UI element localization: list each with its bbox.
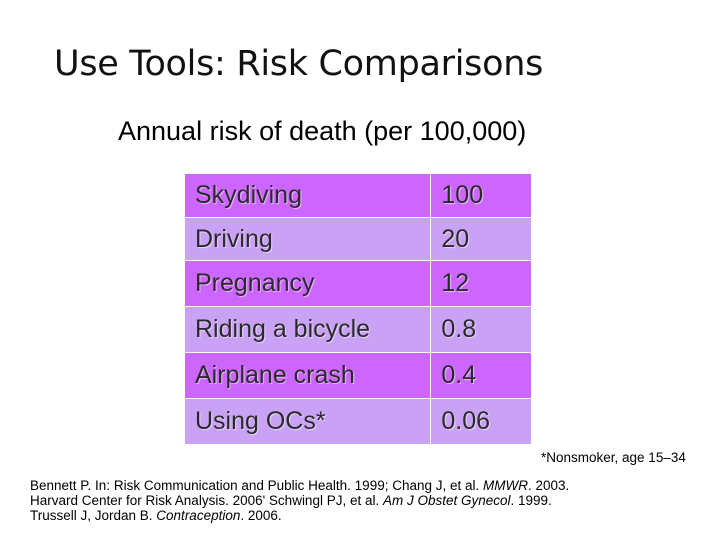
activity-cell: Using OCs* <box>183 398 432 445</box>
citation-text: Bennett P. In: Risk Communication and Pu… <box>30 478 484 493</box>
risk-value-cell: 0.8 <box>430 306 532 353</box>
journal-name: MMWR <box>483 478 528 493</box>
citation-line: Harvard Center for Risk Analysis. 2006' … <box>30 493 710 508</box>
risk-table: Skydiving 100 Driving 20 Pregnancy 12 Ri… <box>183 173 532 445</box>
risk-value-cell: 12 <box>430 260 532 307</box>
table-footnote: *Nonsmoker, age 15–34 <box>541 450 686 465</box>
table-row: Driving 20 <box>183 217 532 261</box>
table-row: Riding a bicycle 0.8 <box>183 306 532 353</box>
activity-cell: Airplane crash <box>183 352 432 399</box>
citation-line: Bennett P. In: Risk Communication and Pu… <box>30 478 710 493</box>
citation: Bennett P. In: Risk Communication and Pu… <box>30 478 710 523</box>
table-row: Pregnancy 12 <box>183 260 532 307</box>
risk-value-cell: 0.06 <box>430 398 532 445</box>
citation-text: Trussell J, Jordan B. <box>30 508 157 523</box>
table-row: Using OCs* 0.06 <box>183 398 532 445</box>
citation-line: Trussell J, Jordan B. Contraception. 200… <box>30 508 710 523</box>
slide-subtitle: Annual risk of death (per 100,000) <box>118 116 527 146</box>
risk-value-cell: 0.4 <box>430 352 532 399</box>
activity-cell: Pregnancy <box>183 260 432 307</box>
activity-cell: Skydiving <box>183 173 432 218</box>
journal-name: Am J Obstet Gynecol <box>382 493 511 508</box>
citation-text: . 2006. <box>240 508 282 523</box>
activity-cell: Riding a bicycle <box>183 306 432 353</box>
risk-value-cell: 100 <box>430 173 532 218</box>
table-row: Skydiving 100 <box>183 173 532 218</box>
citation-text: . 1999. <box>510 493 552 508</box>
risk-value-cell: 20 <box>430 217 532 261</box>
slide-title: Use Tools: Risk Comparisons <box>54 44 544 84</box>
citation-text: Harvard Center for Risk Analysis. 2006' … <box>30 493 383 508</box>
activity-cell: Driving <box>183 217 432 261</box>
citation-text: . 2003. <box>528 478 570 493</box>
journal-name: Contraception <box>156 508 241 523</box>
table-row: Airplane crash 0.4 <box>183 352 532 399</box>
